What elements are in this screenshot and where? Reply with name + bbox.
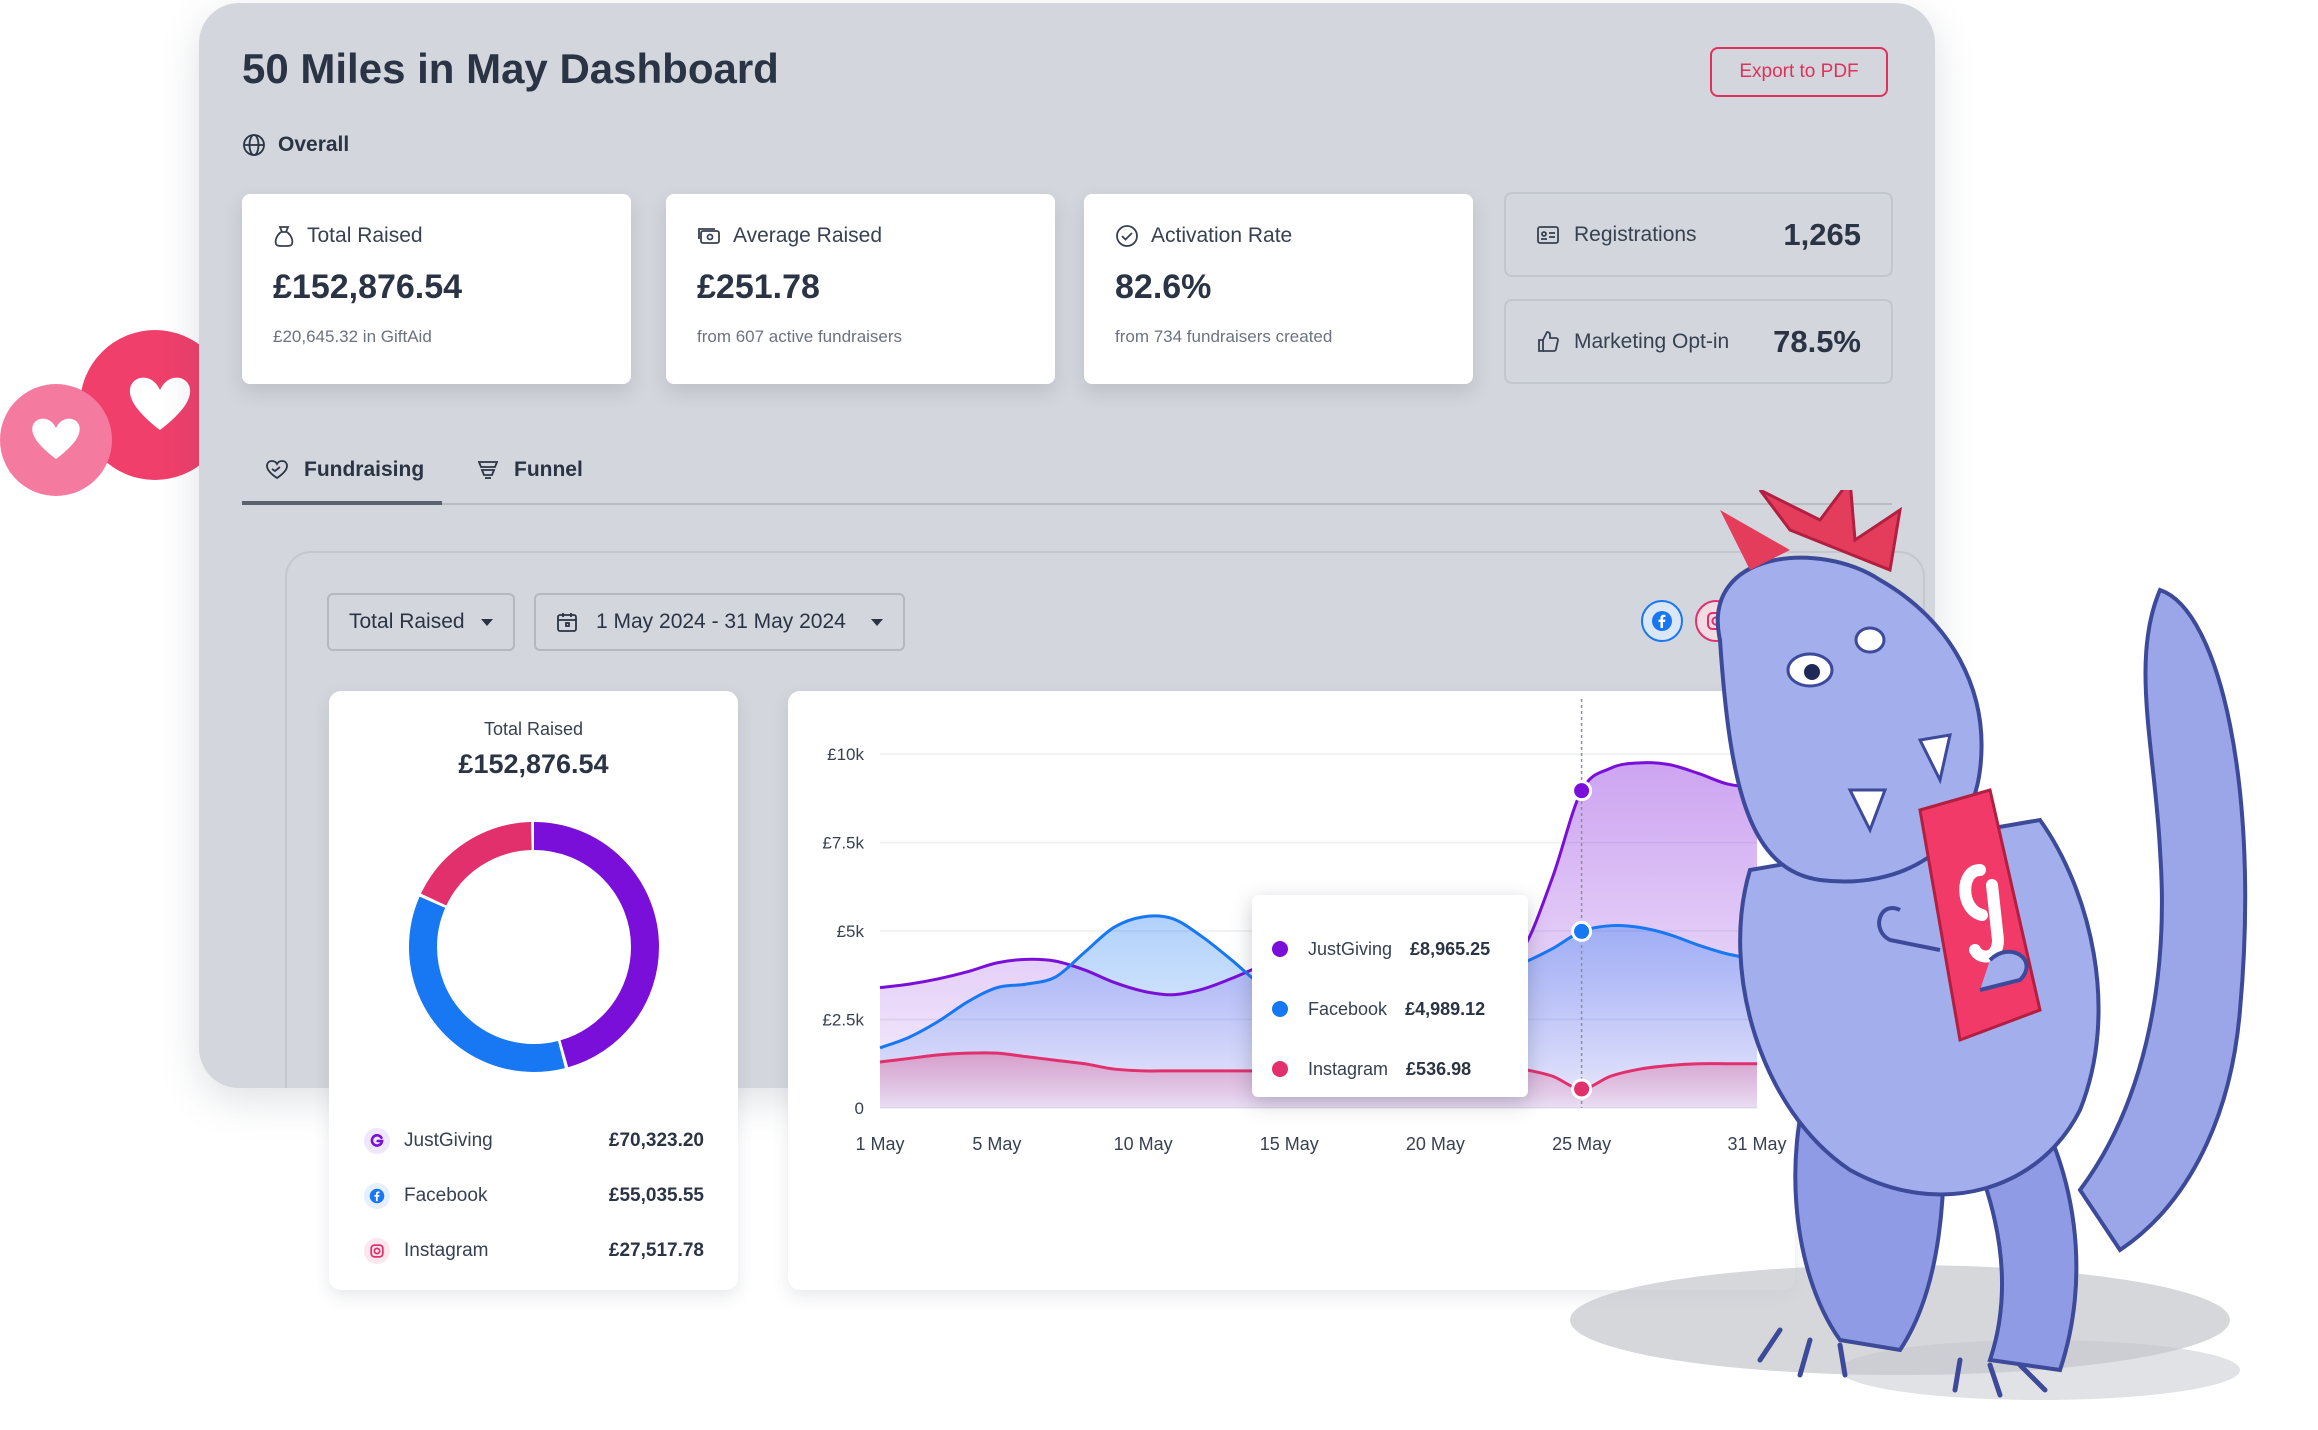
stat-sub: £20,645.32 in GiftAid (273, 327, 432, 346)
stat-value: 82.6% (1115, 268, 1212, 306)
hover-point-justgiving[interactable] (1571, 780, 1593, 802)
metric-select-value: Total Raised (349, 610, 465, 633)
donut-legend: JustGiving £70,323.20 Facebook £55,035.5… (364, 1113, 704, 1278)
y-tick-label: £5k (837, 922, 865, 941)
y-tick-label: £7.5k (822, 834, 864, 853)
stat-value: 1,265 (1783, 216, 1861, 252)
y-tick-label: £10k (827, 745, 864, 764)
series-dot (1272, 1001, 1288, 1017)
stat-sub: from 734 fundraisers created (1115, 327, 1333, 346)
instagram-icon (364, 1237, 390, 1264)
donut-title: Total Raised (483, 719, 584, 739)
hover-point-instagram[interactable] (1571, 1078, 1593, 1100)
stat-label: Marketing Opt-in (1574, 329, 1730, 353)
money-bag-icon (274, 226, 294, 247)
heart-hand-icon (266, 460, 288, 480)
check-circle-icon (1116, 225, 1138, 247)
tooltip-row-facebook: Facebook £4,989.12 (1272, 979, 1508, 1039)
stat-label: Activation Rate (1151, 224, 1293, 247)
series-dot (1272, 941, 1288, 957)
export-pdf-button[interactable]: Export to PDF (1710, 47, 1888, 97)
x-tick-label: 31 May (1727, 1134, 1786, 1154)
date-range-value: 1 May 2024 - 31 May 2024 (596, 610, 846, 633)
legend-item-facebook: Facebook £55,035.55 (364, 1168, 704, 1223)
y-tick-label: 0 (855, 1099, 864, 1118)
donut-segment-justgiving[interactable] (409, 822, 659, 1072)
tooltip-value: £8,965.25 (1410, 938, 1491, 959)
tooltip-label: Facebook (1308, 998, 1388, 1019)
stat-value: £152,876.54 (273, 268, 463, 306)
x-tick-label: 1 May (855, 1134, 904, 1154)
stat-label: Average Raised (733, 224, 883, 247)
donut-chart (409, 822, 659, 1072)
calendar-icon (557, 613, 577, 632)
active-tab-indicator (242, 501, 442, 505)
x-tick-label: 20 May (1406, 1134, 1465, 1154)
legend-label: JustGiving (404, 1129, 493, 1151)
legend-amount: £27,517.78 (608, 1239, 704, 1261)
tooltip-label: JustGiving (1308, 938, 1393, 959)
legend-item-instagram: Instagram £27,517.78 (364, 1223, 704, 1278)
donut-panel: Total Raised £152,876.54 JustGiving £70,… (329, 691, 738, 1290)
x-tick-label: 25 May (1552, 1134, 1611, 1154)
scope-selector[interactable]: Overall (242, 133, 349, 157)
tab-label: Funnel (514, 458, 583, 481)
facebook-icon (1652, 611, 1672, 631)
area-chart-panel: 0 £2.5k £5k £7.5k £10k 1 May 5 May 10 May 15 May… (788, 691, 1795, 1290)
globe-icon (243, 134, 265, 156)
stat-card-average-raised: Average Raised £251.78 from 607 active f… (666, 194, 1055, 384)
donut-total: £152,876.54 (458, 749, 609, 779)
funnel-icon (477, 461, 499, 479)
legend-label: Instagram (404, 1239, 489, 1261)
tab-fundraising[interactable]: Fundraising (264, 458, 424, 482)
tooltip-value: £4,989.12 (1405, 998, 1486, 1019)
legend-amount: £55,035.55 (608, 1184, 704, 1206)
scope-label: Overall (278, 133, 350, 156)
stat-card-total-raised: Total Raised £152,876.54 £20,645.32 in G… (242, 194, 631, 384)
chevron-down-icon (481, 618, 493, 626)
chevron-down-icon (871, 618, 883, 626)
dinosaur-mascot-illustration (1570, 490, 2248, 1400)
chart-tooltip: JustGiving £8,965.25 Facebook £4,989.12 In… (1252, 895, 1528, 1097)
thumbs-up-icon (1538, 330, 1559, 352)
tabs-divider (242, 503, 1892, 505)
hover-point-facebook[interactable] (1571, 920, 1593, 942)
justgiving-icon (364, 1127, 390, 1154)
id-card-icon (1537, 225, 1559, 244)
tooltip-label: Instagram (1308, 1058, 1389, 1079)
tooltip-value: £536.98 (1406, 1058, 1472, 1079)
stat-value: 78.5% (1773, 323, 1861, 359)
tab-funnel[interactable]: Funnel (476, 458, 583, 482)
x-tick-label: 15 May (1260, 1134, 1319, 1154)
legend-amount: £70,323.20 (608, 1129, 704, 1151)
stat-label: Registrations (1574, 222, 1697, 246)
legend-label: Facebook (404, 1184, 488, 1206)
stat-label: Total Raised (307, 224, 423, 247)
series-dot (1272, 1061, 1288, 1077)
stat-sub: from 607 active fundraisers (697, 327, 903, 346)
tab-label: Fundraising (304, 458, 425, 481)
facebook-icon (364, 1182, 390, 1209)
page-title: 50 Miles in May Dashboard (242, 45, 779, 92)
y-tick-label: £2.5k (822, 1011, 864, 1030)
metric-select[interactable]: Total Raised (327, 593, 515, 651)
hearts-decoration (0, 330, 210, 496)
legend-item-justgiving: JustGiving £70,323.20 (364, 1113, 704, 1168)
facebook-filter[interactable] (1641, 600, 1683, 642)
cash-icon (698, 228, 720, 244)
tooltip-row-instagram: Instagram £536.98 (1272, 1039, 1508, 1099)
donut-segment-facebook[interactable] (409, 822, 659, 1072)
stat-card-activation-rate: Activation Rate 82.6% from 734 fundraise… (1084, 194, 1473, 384)
tooltip-row-justgiving: JustGiving £8,965.25 (1272, 919, 1508, 979)
stat-marketing-optin: Marketing Opt-in 78.5% (1504, 299, 1893, 384)
x-tick-label: 5 May (972, 1134, 1021, 1154)
stat-registrations: Registrations 1,265 (1504, 192, 1893, 277)
x-tick-label: 10 May (1114, 1134, 1173, 1154)
date-range-select[interactable]: 1 May 2024 - 31 May 2024 (534, 593, 905, 651)
stat-value: £251.78 (697, 268, 820, 306)
